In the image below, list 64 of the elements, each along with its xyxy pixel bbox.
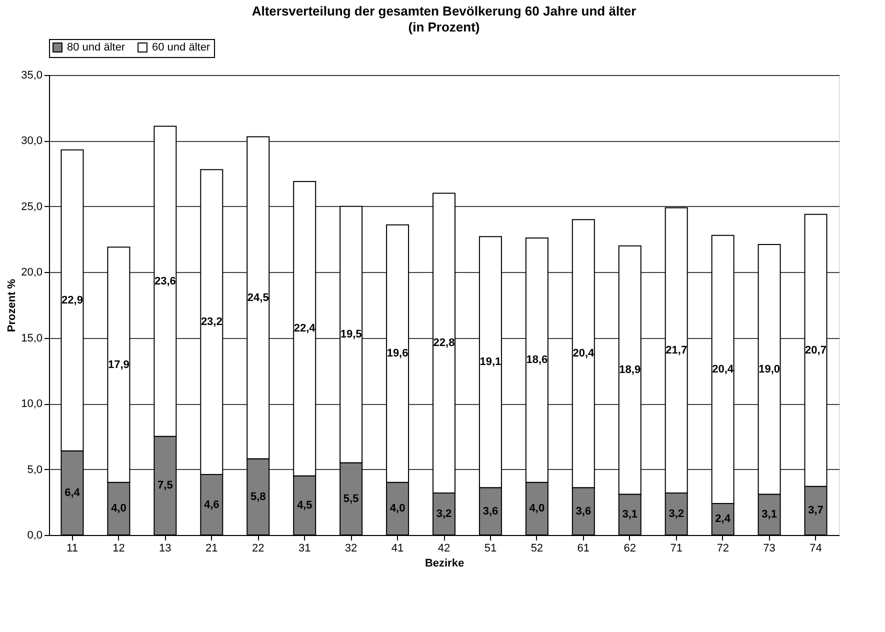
x-tick-label: 22	[252, 542, 264, 554]
x-tick-label: 32	[344, 542, 358, 554]
legend-label: 80 und älter	[67, 42, 126, 54]
data-label: 4,5	[296, 499, 312, 512]
data-label: 2,4	[715, 513, 732, 526]
data-label: 4,0	[390, 502, 406, 515]
x-tick-label: 21	[206, 542, 218, 554]
chart-subtitle: (in Prozent)	[408, 20, 480, 34]
data-label: 3,1	[622, 508, 638, 521]
x-tick-label: 41	[391, 542, 404, 554]
y-tick-label: 35,0	[21, 70, 42, 82]
y-tick-label: 5,0	[27, 464, 42, 476]
data-label: 18,9	[619, 364, 641, 376]
data-label: 3,2	[668, 508, 684, 520]
data-label: 21,7	[666, 344, 688, 356]
data-label: 3,1	[762, 508, 777, 521]
x-tick-label: 12	[112, 542, 125, 554]
x-tick-label: 61	[577, 542, 590, 554]
x-tick-label: 71	[670, 542, 682, 554]
x-tick-label: 74	[810, 542, 822, 554]
data-label: 5,5	[343, 492, 359, 505]
data-label: 22,9	[62, 294, 83, 306]
data-label: 6,4	[64, 486, 81, 499]
data-label: 3,7	[808, 504, 824, 517]
y-tick-label: 20,0	[21, 266, 42, 279]
x-tick-label: 72	[716, 542, 729, 554]
data-label: 22,8	[433, 337, 455, 350]
legend-label: 60 und älter	[152, 42, 210, 54]
data-label: 19,0	[758, 363, 780, 376]
data-label: 7,5	[158, 480, 173, 492]
data-label: 24,5	[247, 292, 269, 304]
x-tick-label: 31	[298, 542, 311, 554]
data-label: 19,6	[386, 348, 408, 360]
chart-title: Altersverteilung der gesamten Bevölkerung 60 Jahre und älter	[252, 4, 636, 18]
data-label: 4,0	[529, 502, 545, 515]
y-tick-label: 30,0	[21, 135, 42, 148]
y-tick-label: 25,0	[21, 200, 42, 213]
data-label: 19,5	[340, 328, 362, 341]
data-label: 20,4	[712, 363, 734, 376]
x-tick-label: 73	[763, 542, 776, 554]
data-label: 3,6	[482, 505, 498, 518]
data-label: 3,2	[436, 508, 452, 520]
y-axis-title: Prozent %	[6, 278, 18, 332]
x-tick-label: 11	[66, 542, 78, 554]
x-tick-label: 51	[484, 542, 497, 554]
data-label: 19,1	[480, 356, 502, 368]
x-tick-label: 52	[530, 542, 544, 554]
data-label: 18,6	[526, 354, 548, 366]
y-tick-label: 15,0	[21, 332, 42, 344]
x-tick-label: 62	[624, 542, 636, 554]
data-label: 23,6	[154, 275, 176, 288]
x-tick-label: 42	[438, 542, 450, 554]
x-tick-label: 13	[159, 542, 172, 554]
data-label: 4,6	[204, 498, 220, 511]
x-axis-title: Bezirke	[424, 558, 464, 570]
data-label: 20,7	[805, 344, 826, 356]
data-label: 20,4	[572, 348, 595, 360]
data-label: 5,8	[250, 490, 266, 503]
data-label: 23,2	[200, 316, 222, 328]
data-label: 17,9	[108, 358, 130, 371]
data-label: 3,6	[576, 505, 592, 518]
data-label: 4,0	[111, 502, 126, 515]
y-tick-label: 0,0	[27, 530, 42, 542]
y-tick-label: 10,0	[21, 398, 42, 410]
